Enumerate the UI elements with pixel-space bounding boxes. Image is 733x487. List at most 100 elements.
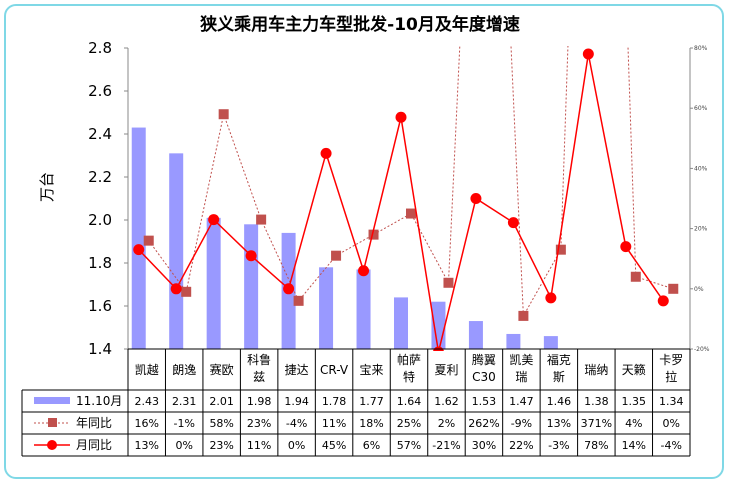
data-label: 14% [622,439,646,452]
data-label: 23% [247,417,271,430]
bar [206,217,221,349]
data-label: 1.35 [622,395,647,408]
data-label: 1.94 [284,395,309,408]
category-label: 斯 [553,370,565,384]
data-label: 18% [359,417,383,430]
data-label: 6% [363,439,380,452]
month-marker [507,217,519,229]
y-tick-label: 2.0 [88,211,112,229]
y2-tick-label: -20% [694,346,710,353]
year-marker [443,277,454,288]
category-label: 朗逸 [172,363,196,377]
year-marker [331,250,342,261]
category-label: 帕萨 [397,352,421,367]
data-label: 22% [509,439,533,452]
y-tick-label: 2.4 [88,125,112,143]
category-label: 赛欧 [210,362,234,377]
series-year-line [148,46,674,318]
month-marker [582,48,594,60]
legend-label-bar: 11.10月 [76,394,122,408]
month-marker [245,250,257,262]
y-tick-label: 2.8 [88,39,112,57]
y2-tick-label: 60% [694,105,708,112]
data-label: 1.78 [322,395,347,408]
y-tick-label: 1.6 [88,297,112,315]
month-marker [620,241,632,253]
data-label: -9% [511,417,532,430]
data-label: -3% [548,439,569,452]
y2-tick-label: 20% [694,226,708,233]
data-label: 1.98 [247,395,272,408]
data-label: -4% [286,417,307,430]
category-label: 瑞 [515,370,527,384]
data-label: 1.77 [359,395,384,408]
bar [244,224,259,349]
data-label: 1.46 [547,395,572,408]
category-label: 凯美 [509,353,533,367]
category-label: 宝来 [360,363,384,377]
chart-frame [4,4,724,479]
y2-tick-label: 0% [694,286,704,293]
bar [319,267,334,349]
data-label: 1.34 [659,395,684,408]
category-label: 夏利 [434,363,458,377]
y2-tick-label: 40% [694,165,708,172]
category-label: 特 [403,369,415,384]
y2-tick-label: 80% [694,45,708,52]
data-label: 0% [288,439,305,452]
month-marker [358,265,370,277]
data-label: 58% [209,417,233,430]
data-label: 57% [397,439,421,452]
bar [131,127,146,349]
category-label: 科鲁 [247,353,271,367]
month-marker [170,283,182,295]
month-marker [470,193,482,204]
year-marker [293,295,304,306]
bar [468,321,483,349]
month-marker [320,147,332,159]
data-label: 371% [581,417,612,430]
category-label: 卡罗 [659,353,683,367]
data-label: 1.62 [434,395,459,408]
year-marker [256,214,267,225]
data-label: 1.53 [472,395,497,408]
data-label: -4% [661,439,682,452]
data-label: 11% [247,439,271,452]
bar [394,297,408,349]
year-marker [406,208,416,219]
y-tick-label: 2.6 [88,82,112,100]
data-label: 13% [135,439,159,452]
y-axis-label: 万台 [38,172,56,202]
year-marker [668,283,679,294]
year-marker [181,286,192,297]
year-marker [368,229,379,240]
data-label: 16% [135,417,159,430]
year-marker [555,244,566,255]
data-label: 2.31 [172,395,197,408]
data-label: 11% [322,417,346,430]
legend-key-month [47,440,57,450]
month-marker [395,111,407,123]
month-marker [283,283,295,295]
data-label: 4% [625,417,642,430]
y-tick-label: 1.4 [88,340,112,358]
category-label: 拉 [665,369,677,384]
category-label: CR-V [320,363,349,377]
data-label: 2% [438,417,455,430]
data-label: 1.47 [509,395,534,408]
year-marker [218,109,229,120]
year-marker [518,310,529,321]
data-label: 23% [209,439,233,452]
chart-title: 狭义乘用车主力车型批发-10月及年度增速 [199,14,520,35]
month-marker [545,292,557,304]
legend-key-bar [34,397,70,404]
month-marker [133,244,145,256]
category-label: 腾翼 [472,352,496,367]
data-label: 2.43 [134,395,159,408]
bar [506,333,521,349]
data-label: 0% [175,439,192,452]
data-label: 30% [472,439,496,452]
data-label: 45% [322,439,346,452]
month-marker [208,214,220,226]
category-label: C30 [472,370,496,384]
